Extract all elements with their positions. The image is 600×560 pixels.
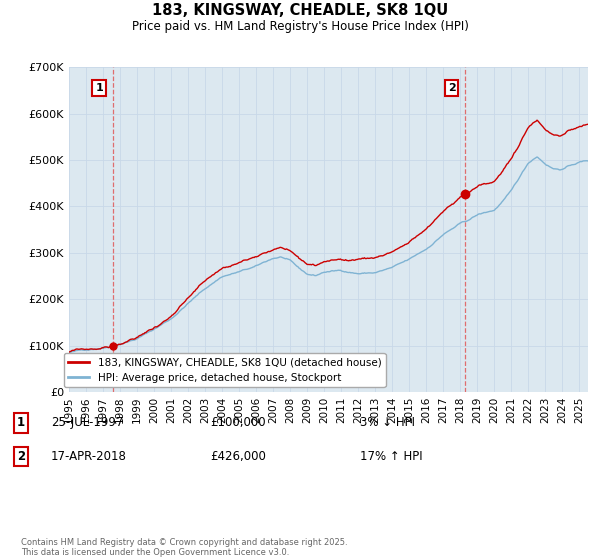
- Text: Price paid vs. HM Land Registry's House Price Index (HPI): Price paid vs. HM Land Registry's House …: [131, 20, 469, 32]
- Text: 25-JUL-1997: 25-JUL-1997: [51, 416, 124, 430]
- Text: 17% ↑ HPI: 17% ↑ HPI: [360, 450, 422, 463]
- Text: £100,000: £100,000: [210, 416, 266, 430]
- Legend: 183, KINGSWAY, CHEADLE, SK8 1QU (detached house), HPI: Average price, detached h: 183, KINGSWAY, CHEADLE, SK8 1QU (detache…: [64, 353, 386, 387]
- Text: 17-APR-2018: 17-APR-2018: [51, 450, 127, 463]
- Text: 2: 2: [17, 450, 25, 463]
- Text: 183, KINGSWAY, CHEADLE, SK8 1QU: 183, KINGSWAY, CHEADLE, SK8 1QU: [152, 3, 448, 18]
- Text: 3% ↓ HPI: 3% ↓ HPI: [360, 416, 415, 430]
- Text: £426,000: £426,000: [210, 450, 266, 463]
- Text: 2: 2: [448, 83, 455, 93]
- Text: Contains HM Land Registry data © Crown copyright and database right 2025.
This d: Contains HM Land Registry data © Crown c…: [21, 538, 347, 557]
- Text: 1: 1: [17, 416, 25, 430]
- Text: 1: 1: [95, 83, 103, 93]
